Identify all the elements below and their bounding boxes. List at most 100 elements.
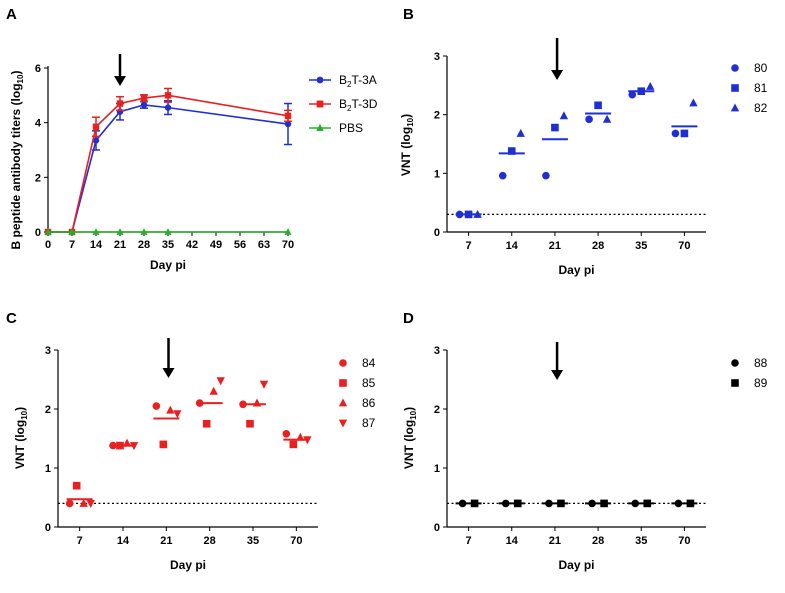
data-point: [501, 499, 510, 508]
data-point: [507, 147, 516, 155]
data-point: [296, 432, 305, 441]
x-tick-label: 35: [162, 239, 174, 251]
series-line: [48, 104, 289, 233]
data-point: [92, 123, 100, 130]
data-point: [628, 90, 637, 99]
arrow-head: [114, 76, 126, 86]
data-point: [513, 499, 522, 508]
y-axis-label: VNT (log10): [402, 407, 418, 469]
data-point: [92, 228, 100, 235]
data-point: [674, 499, 683, 508]
y-tick-label: 2: [45, 404, 51, 416]
x-tick-label: 21: [549, 240, 561, 252]
data-point: [202, 419, 211, 428]
x-tick-label: 14: [506, 535, 519, 547]
panel-c: C 0 1 2 3 7 14 21 28 35 70 Day pi VNT (log10) 84 85 86 8…: [6, 310, 376, 572]
x-tick-label: 35: [635, 240, 647, 252]
x-tick-label: 70: [282, 239, 294, 251]
legend-marker: [316, 76, 324, 84]
arrow-head: [551, 70, 564, 80]
y-tick-label: 2: [35, 172, 41, 184]
legend-label: PBS: [339, 121, 363, 135]
data-point: [152, 402, 161, 410]
data-point: [44, 228, 52, 235]
data-point: [159, 440, 168, 449]
data-point: [140, 228, 148, 235]
data-point: [498, 171, 507, 180]
data-point: [116, 441, 124, 450]
data-point: [545, 499, 553, 508]
data-point: [68, 228, 76, 235]
legend-marker: [339, 379, 347, 387]
data-point: [284, 228, 292, 235]
legend-marker: [731, 379, 739, 387]
data-point: [79, 498, 88, 507]
legend-label: 87: [362, 416, 376, 430]
data-point: [65, 499, 74, 508]
x-tick-label: 21: [114, 239, 126, 251]
legend-marker: [731, 64, 739, 72]
legend-marker: [339, 359, 347, 367]
data-point: [470, 499, 479, 508]
y-tick-label: 6: [35, 63, 41, 75]
legend-marker: [731, 359, 739, 367]
data-point: [140, 101, 148, 109]
y-tick-label: 3: [434, 345, 440, 357]
data-point: [671, 129, 680, 138]
data-point: [637, 87, 646, 95]
x-tick-label: 21: [549, 535, 561, 547]
y-tick-label: 1: [434, 463, 440, 475]
legend-marker: [731, 84, 739, 92]
x-tick-label: 28: [592, 535, 604, 547]
y-tick-label: 0: [35, 227, 41, 239]
legend-label: 85: [362, 376, 376, 390]
data-point: [173, 410, 182, 419]
data-point: [631, 499, 640, 508]
data-point: [164, 104, 172, 111]
data-point: [602, 114, 612, 123]
legend-label: 84: [362, 356, 376, 370]
panel-d: D 0 1 2 3 7 14 21 28 35 70 Day pi VNT (log10) 88 89: [402, 310, 768, 572]
data-point: [464, 210, 473, 219]
x-tick-label: 70: [678, 240, 690, 252]
data-point: [680, 129, 689, 138]
legend-label: 81: [754, 81, 768, 95]
y-tick-label: 2: [434, 404, 440, 416]
x-tick-label: 21: [160, 535, 172, 547]
data-point: [588, 499, 596, 508]
data-point: [129, 442, 139, 451]
data-point: [116, 100, 124, 107]
data-point: [209, 386, 218, 395]
data-point: [516, 128, 525, 137]
y-tick-label: 0: [434, 522, 440, 534]
x-tick-label: 14: [117, 535, 130, 547]
legend-marker: [730, 103, 740, 112]
data-point: [686, 499, 695, 508]
y-tick-label: 4: [35, 118, 42, 130]
x-tick-label: 35: [247, 535, 259, 547]
x-tick-label: 7: [466, 535, 472, 547]
data-point: [284, 120, 292, 128]
data-point: [195, 399, 204, 407]
data-point: [86, 499, 95, 508]
x-tick-label: 7: [69, 239, 75, 251]
x-tick-label: 7: [466, 240, 472, 252]
data-point: [164, 228, 172, 235]
data-point: [216, 377, 225, 386]
panel-label: C: [6, 310, 17, 327]
legend-marker: [316, 100, 324, 108]
y-tick-label: 3: [45, 345, 51, 357]
x-tick-label: 28: [138, 239, 150, 251]
data-point: [239, 400, 247, 409]
y-tick-label: 1: [45, 463, 51, 475]
data-point: [282, 429, 291, 438]
x-tick-label: 7: [77, 535, 83, 547]
x-tick-label: 42: [186, 239, 198, 251]
y-tick-label: 0: [45, 522, 51, 534]
x-axis-label: Day pi: [558, 558, 594, 572]
panel-label: A: [6, 6, 17, 23]
legend-label: B2T-3D: [339, 97, 378, 113]
data-point: [289, 440, 298, 449]
y-axis-label: VNT (log10): [13, 407, 29, 469]
legend-label: 86: [362, 396, 376, 410]
